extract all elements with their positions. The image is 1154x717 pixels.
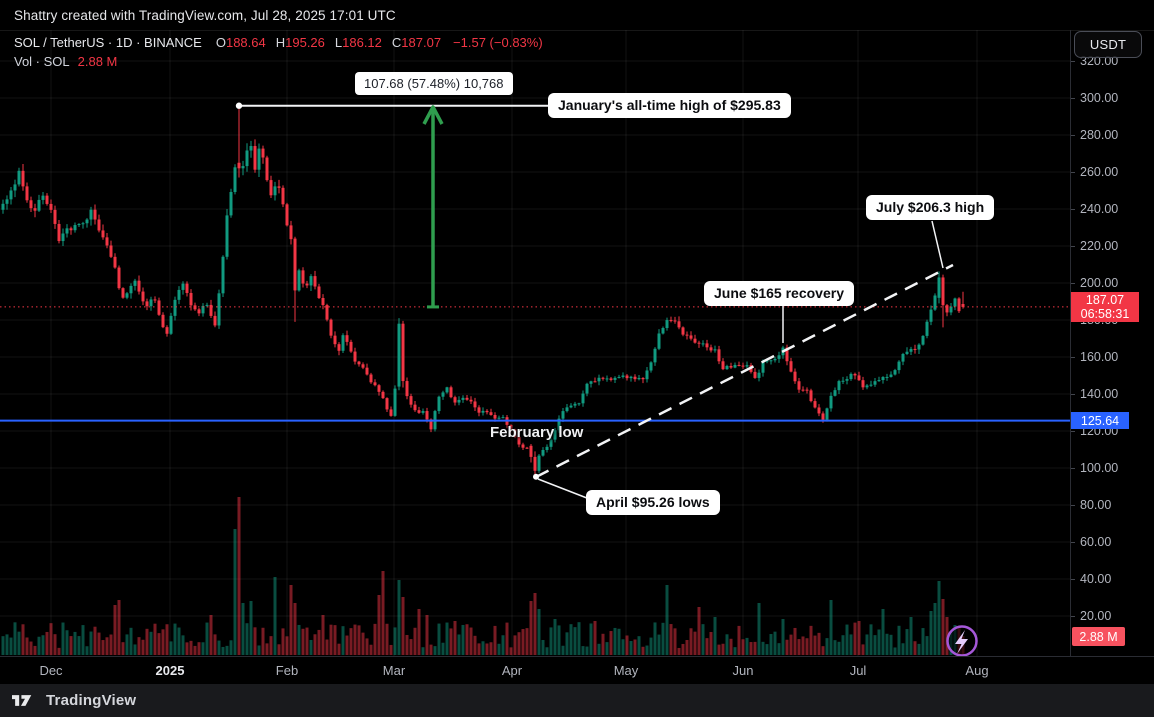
price-tick — [1071, 98, 1075, 99]
ohlc-low: L186.12 — [334, 35, 382, 50]
price-tick — [1071, 283, 1075, 284]
footer-bar: TradingView — [0, 684, 1154, 717]
time-axis-label: 2025 — [155, 663, 185, 678]
price-tick — [1071, 357, 1075, 358]
time-axis-label: Mar — [382, 663, 406, 678]
time-axis-label: May — [613, 663, 639, 678]
price-tick — [1071, 431, 1075, 432]
price-tick-label: 20.00 — [1080, 609, 1112, 623]
volume-value: 2.88 M — [77, 54, 118, 69]
tradingview-brand-text[interactable]: TradingView — [46, 692, 137, 709]
price-tick-label: 220.00 — [1080, 239, 1119, 253]
february-low-text[interactable]: February low — [490, 424, 584, 441]
volume-badge: 2.88 M — [1072, 627, 1125, 646]
measurement-label[interactable]: 107.68 (57.48%) 10,768 — [355, 72, 513, 95]
price-tick — [1071, 468, 1075, 469]
time-axis-label: Apr — [501, 663, 523, 678]
bar-countdown: 06:58:31 — [1080, 306, 1130, 321]
price-tick — [1071, 135, 1075, 136]
june-recovery-annotation[interactable]: June $165 recovery — [704, 281, 854, 306]
price-tick-label: 140.00 — [1080, 387, 1119, 401]
symbol-legend: SOL / TetherUS · 1D · BINANCE O188.64 H1… — [14, 35, 543, 69]
support-price-badge: 125.64 — [1071, 412, 1129, 430]
price-tick — [1071, 246, 1075, 247]
ohlc-high: H195.26 — [275, 35, 325, 50]
price-tick-label: 100.00 — [1080, 461, 1119, 475]
price-tick-label: 240.00 — [1080, 202, 1119, 216]
price-tick-label: 260.00 — [1080, 165, 1119, 179]
price-tick-label: 200.00 — [1080, 276, 1119, 290]
price-tick-label: 280.00 — [1080, 128, 1119, 142]
currency-toggle-button[interactable]: USDT — [1074, 31, 1142, 58]
last-price-badge: 187.07 06:58:31 — [1071, 291, 1139, 322]
symbol-title[interactable]: SOL / TetherUS · 1D · BINANCE — [14, 35, 202, 50]
attribution-text: Shattry created with TradingView.com, Ju… — [14, 7, 396, 23]
price-tick — [1071, 394, 1075, 395]
price-tick — [1071, 616, 1075, 617]
time-axis-label: Feb — [275, 663, 299, 678]
price-tick — [1071, 505, 1075, 506]
july-high-annotation[interactable]: July $206.3 high — [866, 195, 995, 220]
april-lows-annotation[interactable]: April $95.26 lows — [586, 490, 720, 515]
time-axis-label: Aug — [965, 663, 989, 678]
ath-annotation[interactable]: January's all-time high of $295.83 — [548, 93, 791, 118]
ohlc-close: C187.07 — [391, 35, 442, 50]
time-axis-label: Jul — [849, 663, 867, 678]
time-axis-label: Jun — [732, 663, 754, 678]
price-tick — [1071, 579, 1075, 580]
price-tick-label: 80.00 — [1080, 498, 1112, 512]
attribution-bar: Shattry created with TradingView.com, Ju… — [0, 0, 1154, 31]
price-tick-label: 40.00 — [1080, 572, 1112, 586]
price-tick-label: 160.00 — [1080, 350, 1119, 364]
price-tick-label: 300.00 — [1080, 91, 1119, 105]
price-tick — [1071, 61, 1075, 62]
time-scale[interactable]: Dec 2025 Feb Mar Apr May Jun Jul Aug — [0, 656, 1154, 685]
price-tick — [1071, 542, 1075, 543]
time-axis-label: Dec — [39, 663, 63, 678]
price-scale[interactable]: 320.00 300.00 280.00 260.00 240.00 220.00 200.… — [1070, 30, 1154, 656]
volume-study-label[interactable]: Vol · SOL — [14, 54, 70, 69]
price-tick-label: 60.00 — [1080, 535, 1112, 549]
price-tick — [1071, 172, 1075, 173]
tradingview-logo-icon[interactable] — [12, 693, 38, 708]
price-tick — [1071, 209, 1075, 210]
ohlc-open: O188.64 — [215, 35, 266, 50]
price-change: −1.57 (−0.83%) — [453, 35, 543, 50]
